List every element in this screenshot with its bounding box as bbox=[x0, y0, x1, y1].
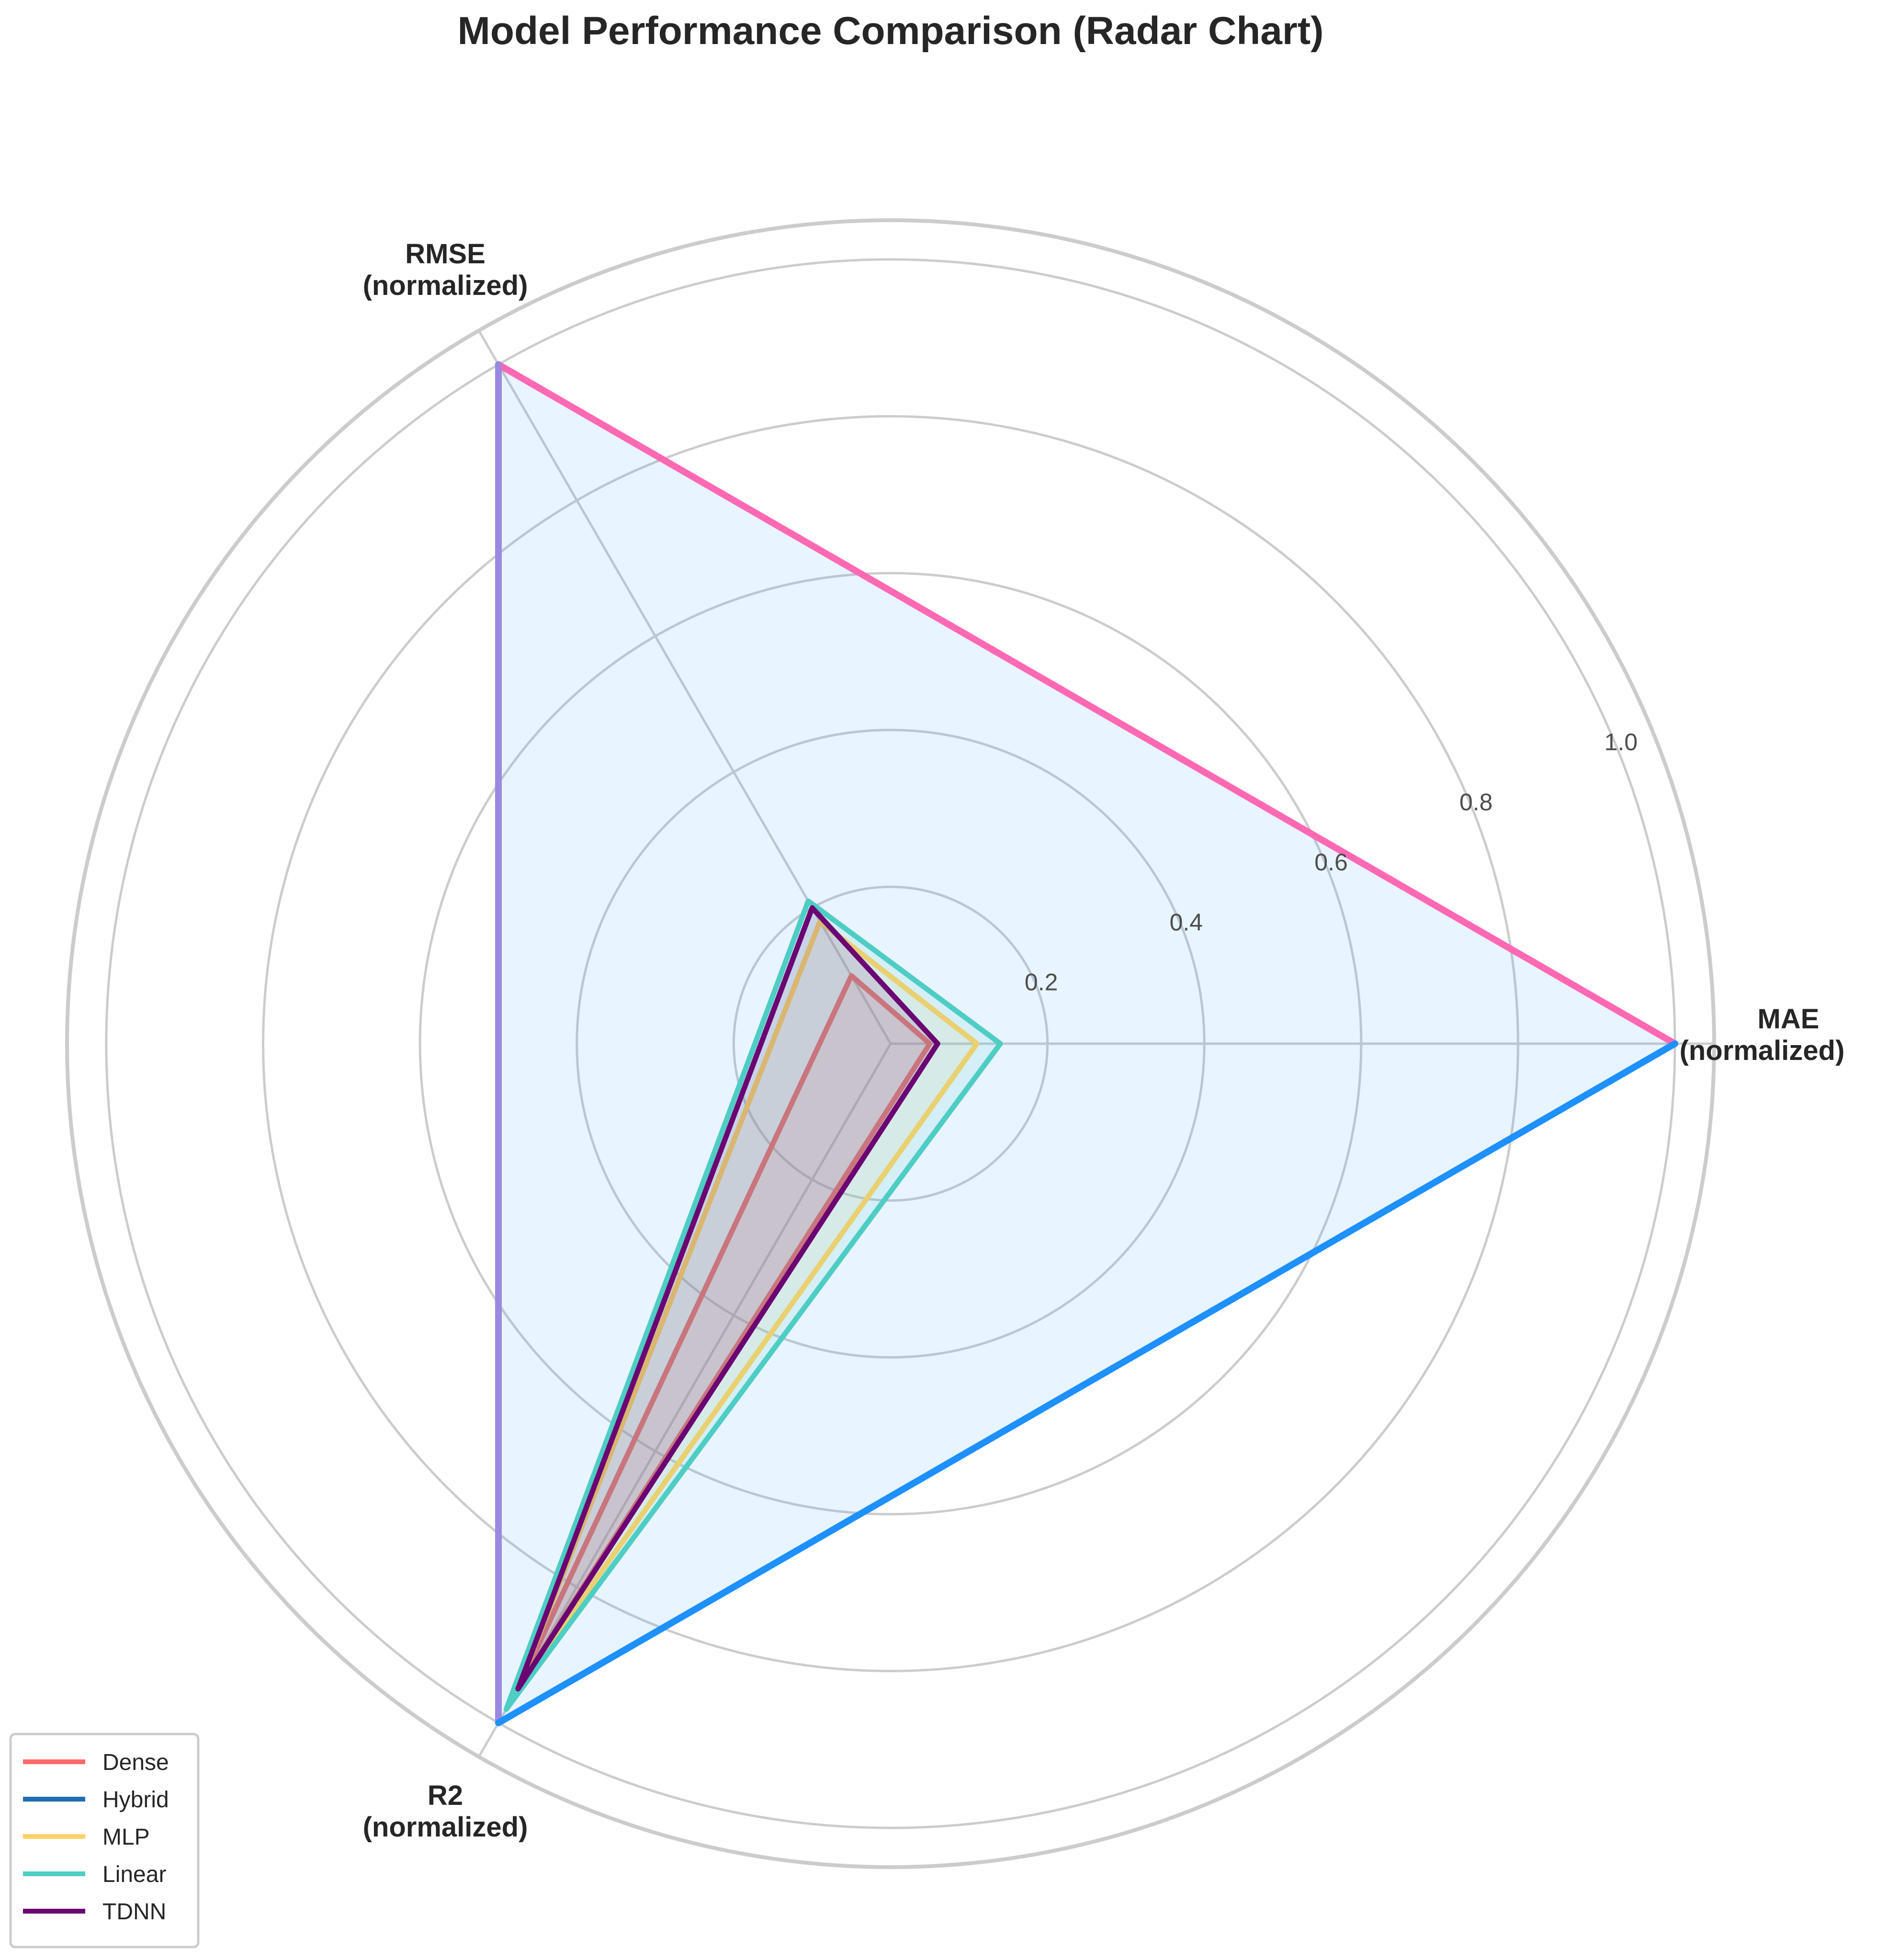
series-fill-mlp bbox=[518, 921, 977, 1689]
series-line-mlp bbox=[515, 919, 980, 1692]
radial-tick-labels: 0.2 0.4 0.6 0.8 1.0 bbox=[1025, 729, 1638, 995]
series-edge-hybrid-3 bbox=[495, 1040, 1679, 1726]
legend-label-hybrid: Hybrid bbox=[102, 1787, 169, 1813]
series-line-tdnn bbox=[515, 905, 940, 1692]
legend-label-dense: Dense bbox=[102, 1750, 169, 1775]
legend-label-mlp: MLP bbox=[102, 1825, 150, 1850]
axis-label-3-line-1: R2 bbox=[428, 1780, 463, 1811]
radar-series bbox=[495, 361, 1679, 1726]
series-line-linear bbox=[503, 898, 1003, 1712]
legend-box bbox=[9, 1733, 200, 1949]
axis-labels: MAE(normalized)RMSE(normalized)R2(normal… bbox=[363, 238, 1845, 1843]
legend: Dense Hybrid MLP Linear TDNN bbox=[9, 1733, 200, 1949]
series-fill-hybrid bbox=[498, 364, 1675, 1723]
series-fill-linear bbox=[506, 901, 1001, 1710]
series-edge-hybrid-1 bbox=[495, 361, 1679, 1047]
axis-label-1-line-1: MAE bbox=[1758, 1003, 1819, 1035]
axis-label-2-line-1: RMSE bbox=[405, 238, 486, 270]
chart-title: Model Performance Comparison (Radar Char… bbox=[458, 9, 1324, 53]
series-fill-dense bbox=[518, 976, 930, 1689]
axis-label-2-line-2: (normalized) bbox=[363, 270, 528, 301]
rtick-label-3: 0.6 bbox=[1314, 849, 1348, 876]
axis-label-3-line-2: (normalized) bbox=[363, 1812, 528, 1843]
legend-label-linear: Linear bbox=[102, 1862, 166, 1887]
series-line-dense bbox=[515, 973, 933, 1692]
axis-label-1-line-2: (normalized) bbox=[1680, 1035, 1845, 1066]
radar-grid bbox=[65, 218, 1716, 1869]
rtick-label-2: 0.4 bbox=[1170, 909, 1203, 935]
rtick-label-5: 1.0 bbox=[1605, 729, 1638, 755]
rtick-label-1: 0.2 bbox=[1025, 969, 1058, 996]
rtick-label-4: 0.8 bbox=[1459, 789, 1493, 816]
legend-label-tdnn: TDNN bbox=[102, 1899, 166, 1925]
series-fill-tdnn bbox=[518, 908, 938, 1689]
